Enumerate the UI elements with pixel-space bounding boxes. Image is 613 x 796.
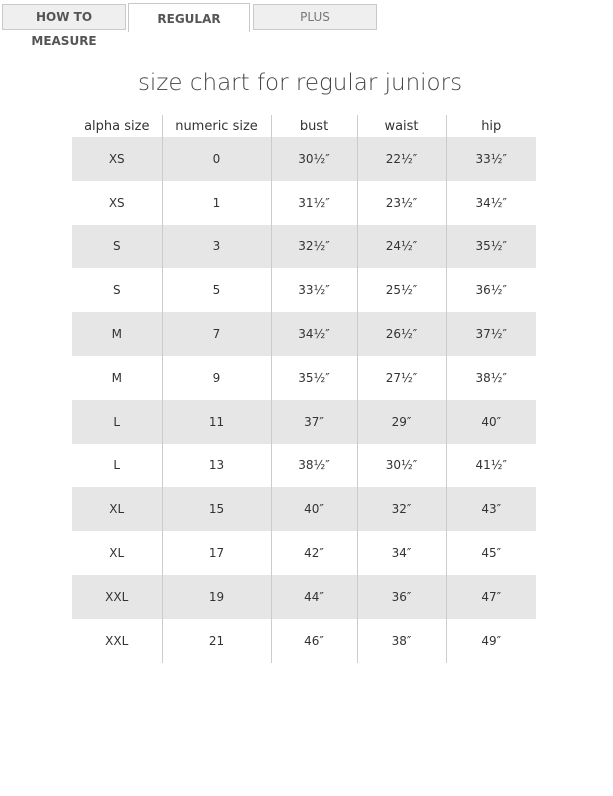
table-row: L 13 38½″ 30½″ 41½″ <box>72 443 536 488</box>
table-cell: 32½″ <box>270 224 357 269</box>
table-cell: 43″ <box>445 487 536 532</box>
table-cell: 24½″ <box>356 224 446 269</box>
column-header: alpha size <box>84 118 150 134</box>
table-cell: 1 <box>161 180 271 225</box>
table-cell: 38½″ <box>270 443 357 488</box>
table-cell: 34½″ <box>445 180 536 225</box>
table-cell: 35½″ <box>445 224 536 269</box>
table-row: XXL 21 46″ 38″ 49″ <box>72 618 536 663</box>
table-cell: 45″ <box>445 531 536 575</box>
table-cell: 47″ <box>445 574 536 619</box>
table-cell: 32″ <box>356 487 446 532</box>
table-cell: 33½″ <box>445 137 536 181</box>
table-row: XL 17 42″ 34″ 45″ <box>72 531 536 575</box>
table-cell: 13 <box>161 443 271 488</box>
table-cell: L <box>72 399 162 444</box>
table-cell: 5 <box>161 268 271 313</box>
table-cell: 33½″ <box>270 268 357 313</box>
table-cell: 49″ <box>445 618 536 663</box>
table-row: L 11 37″ 29″ 40″ <box>72 399 536 444</box>
table-row: XS 1 31½″ 23½″ 34½″ <box>72 180 536 225</box>
table-cell: 42″ <box>270 531 357 575</box>
table-row: XS 0 30½″ 22½″ 33½″ <box>72 137 536 181</box>
table-cell: 11 <box>161 399 271 444</box>
table-cell: 40″ <box>270 487 357 532</box>
tab-plus[interactable]: PLUS <box>253 4 377 30</box>
size-chart-table: alpha size numeric size bust waist hip XS 0 30… <box>72 115 536 663</box>
tab-regular[interactable]: REGULAR <box>128 3 250 32</box>
table-cell: 30½″ <box>270 137 357 181</box>
tab-how-to-measure[interactable]: HOW TO MEASURE <box>2 4 126 48</box>
table-cell: XS <box>72 137 162 181</box>
table-cell: 9 <box>161 355 271 400</box>
table-row: M 7 34½″ 26½″ 37½″ <box>72 312 536 356</box>
column-header: bust <box>270 115 357 137</box>
table-cell: S <box>112 283 121 298</box>
table-cell: 35½″ <box>270 355 357 400</box>
table-cell: 34″ <box>356 531 446 575</box>
table-cell: 36½″ <box>445 268 536 313</box>
page-title: size chart for regular juniors <box>137 70 463 96</box>
table-cell: XXL <box>105 633 129 648</box>
table-cell: L <box>113 458 121 473</box>
table-cell: 29″ <box>356 399 446 444</box>
table-cell: M <box>111 370 122 385</box>
table-cell: 26½″ <box>356 312 446 356</box>
table-cell: M <box>72 312 162 356</box>
table-cell: 17 <box>161 531 271 575</box>
column-header: hip <box>445 115 536 137</box>
table-cell: 34½″ <box>270 312 357 356</box>
table-cell: 22½″ <box>356 137 446 181</box>
table-cell: 36″ <box>356 574 446 619</box>
table-cell: 27½″ <box>356 355 446 400</box>
table-cell: 38½″ <box>445 355 536 400</box>
table-cell: 38″ <box>356 618 446 663</box>
table-cell: 25½″ <box>356 268 446 313</box>
table-cell: 0 <box>161 137 271 181</box>
table-cell: 21 <box>161 618 271 663</box>
column-header: numeric size <box>161 115 271 137</box>
table-cell: 23½″ <box>356 180 446 225</box>
table-cell: S <box>72 224 162 269</box>
table-cell: 40″ <box>445 399 536 444</box>
table-cell: 44″ <box>270 574 357 619</box>
table-cell: 31½″ <box>270 180 357 225</box>
table-cell: 30½″ <box>356 443 446 488</box>
table-cell: XL <box>72 487 162 532</box>
table-row: XXL 19 44″ 36″ 47″ <box>72 574 536 619</box>
table-cell: XL <box>109 546 125 561</box>
table-row: S 5 33½″ 25½″ 36½″ <box>72 268 536 313</box>
table-row: XL 15 40″ 32″ 43″ <box>72 487 536 532</box>
column-header: waist <box>356 115 446 137</box>
table-cell: XXL <box>72 574 162 619</box>
table-row: M 9 35½″ 27½″ 38½″ <box>72 355 536 400</box>
table-cell: 3 <box>161 224 271 269</box>
table-cell: 15 <box>161 487 271 532</box>
table-cell: 37½″ <box>445 312 536 356</box>
table-cell: 19 <box>161 574 271 619</box>
table-cell: 7 <box>161 312 271 356</box>
table-header-row: alpha size numeric size bust waist hip <box>72 115 536 137</box>
table-cell: 37″ <box>270 399 357 444</box>
table-cell: 41½″ <box>445 443 536 488</box>
table-cell: 46″ <box>270 618 357 663</box>
table-row: S 3 32½″ 24½″ 35½″ <box>72 224 536 269</box>
table-cell: XS <box>108 195 125 210</box>
